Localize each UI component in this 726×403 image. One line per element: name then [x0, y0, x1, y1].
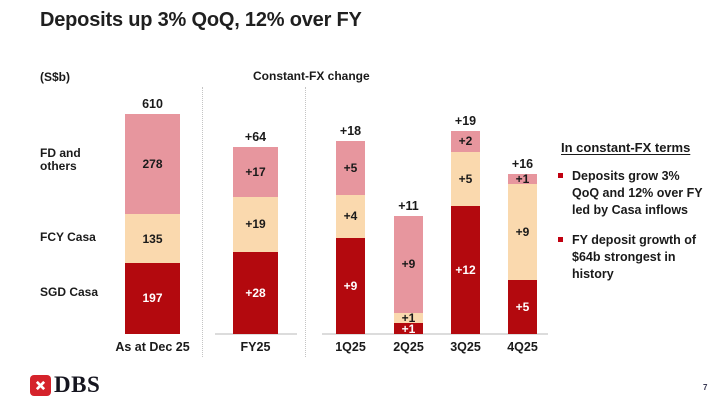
row-label-fcy-casa: FCY Casa — [40, 230, 96, 244]
segment-value-label: +17 — [245, 164, 266, 179]
segment-value-label: 135 — [142, 231, 163, 246]
segment-value-label: +9 — [401, 257, 416, 272]
bar-segment: +17 — [233, 147, 278, 197]
bar-segment: +1 — [508, 171, 537, 186]
segment-value-label: 278 — [142, 157, 163, 172]
bar-segment: +2 — [451, 130, 480, 153]
unit-label: (S$b) — [40, 70, 70, 84]
bar-segment: +5 — [336, 141, 365, 195]
segment-value-label: +5 — [458, 171, 473, 186]
bar-4q25: +1 +9 +5 — [508, 171, 537, 335]
notes-panel: In constant-FX terms Deposits grow 3% Qo… — [558, 140, 720, 283]
bar-2q25: +9 +1 +1 — [394, 216, 423, 336]
bar-segment: +9 — [394, 216, 423, 313]
bar-segment: 135 — [125, 214, 180, 263]
segment-value-label: +28 — [245, 286, 266, 301]
bar-segment: +28 — [233, 252, 278, 334]
segment-value-label: +5 — [515, 300, 530, 315]
segment-value-label: +1 — [401, 310, 416, 325]
page-title: Deposits up 3% QoQ, 12% over FY — [40, 9, 362, 31]
note-text: Deposits grow 3% QoQ and 12% over FY led… — [572, 169, 703, 217]
x-axis-label: 1Q25 — [335, 340, 366, 354]
bar-segment: +9 — [336, 237, 365, 334]
bar-total-label: +64 — [244, 130, 267, 145]
bar-3q25: +2 +5 +12 — [451, 130, 480, 334]
bar-1q25: +5 +4 +9 — [336, 141, 365, 334]
segment-value-label: +19 — [245, 217, 266, 232]
segment-value-label: 197 — [142, 291, 163, 306]
page-number: 7 — [703, 383, 708, 392]
bar-total-label: +16 — [511, 156, 534, 171]
bar-total-label: +18 — [339, 124, 362, 139]
bar-segment: 278 — [125, 113, 180, 215]
x-axis-label: 4Q25 — [507, 340, 538, 354]
bar-fy25: +17 +19 +28 — [233, 147, 278, 334]
bar-as-at-dec-25: 278 135 197 — [125, 113, 180, 334]
notes-heading: In constant-FX terms — [561, 140, 691, 155]
segment-value-label: +9 — [515, 225, 530, 240]
bar-segment: 197 — [125, 262, 180, 334]
row-label-sgd-casa: SGD Casa — [40, 285, 99, 299]
segment-value-label: +1 — [515, 171, 530, 186]
x-axis-label: FY25 — [240, 340, 271, 354]
bar-total-label: 610 — [142, 96, 163, 111]
x-axis-label: 3Q25 — [450, 340, 481, 354]
bullet-square-icon — [558, 237, 563, 242]
segment-value-label: +5 — [343, 161, 358, 176]
section-divider-left — [202, 87, 203, 357]
bar-segment: +5 — [451, 152, 480, 206]
x-axis-label: 2Q25 — [393, 340, 424, 354]
segment-value-label: +2 — [458, 134, 473, 149]
note-text: FY deposit growth of $64b strongest in h… — [572, 233, 697, 281]
dbs-logo-text: DBS — [54, 372, 101, 397]
segment-value-label: +1 — [401, 321, 416, 336]
note-bullet-2: FY deposit growth of $64b strongest in h… — [558, 232, 720, 283]
bar-segment: +12 — [451, 205, 480, 334]
bar-segment: +1 — [394, 321, 423, 336]
bar-segment: +19 — [233, 196, 278, 253]
dbs-logo: DBS — [30, 372, 100, 398]
bar-segment: +1 — [394, 310, 423, 325]
fy-axis-baseline — [215, 333, 297, 335]
bar-total-label: +19 — [454, 113, 477, 128]
bar-segment: +9 — [508, 184, 537, 281]
bullet-square-icon — [558, 173, 563, 178]
x-axis-label: As at Dec 25 — [115, 340, 190, 354]
quarterly-axis-baseline — [322, 333, 548, 335]
segment-value-label: +12 — [455, 262, 476, 277]
section-divider-right — [305, 87, 306, 357]
dbs-logo-mark-icon — [30, 374, 51, 396]
note-bullet-1: Deposits grow 3% QoQ and 12% over FY led… — [558, 168, 720, 219]
row-label-fd-and-others: FD and others — [40, 146, 81, 173]
segment-value-label: +4 — [343, 209, 358, 224]
bar-segment: +4 — [336, 194, 365, 238]
bar-total-label: +11 — [398, 199, 419, 214]
segment-value-label: +9 — [343, 278, 358, 293]
bar-segment: +5 — [508, 280, 537, 334]
constant-fx-header: Constant-FX change — [253, 69, 370, 83]
